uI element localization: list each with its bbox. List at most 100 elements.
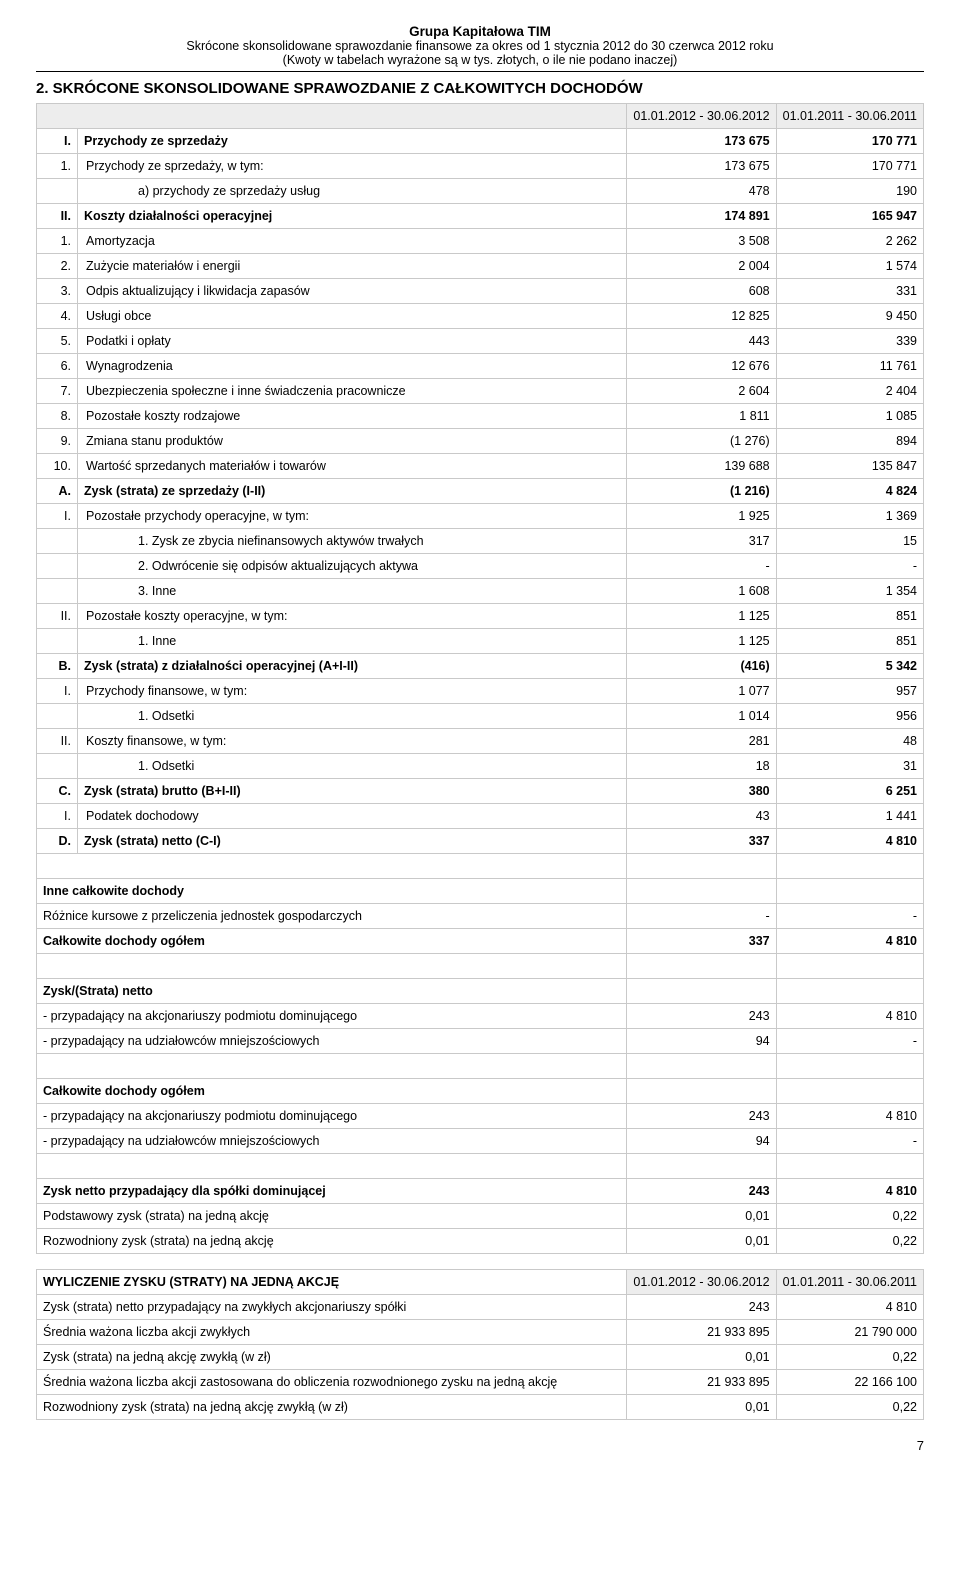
eps-row: Rozwodniony zysk (strata) na jedną akcję… xyxy=(37,1395,924,1420)
row-value-2: 2 404 xyxy=(776,379,923,404)
row-value-2: 2 262 xyxy=(776,229,923,254)
row-value-1: 243 xyxy=(627,1104,776,1129)
table-row: A.Zysk (strata) ze sprzedaży (I-II)(1 21… xyxy=(37,479,924,504)
table-row: - przypadający na akcjonariuszy podmiotu… xyxy=(37,1104,924,1129)
row-index: B. xyxy=(37,654,78,679)
row-value-2: 15 xyxy=(776,529,923,554)
row-value-2: 4 824 xyxy=(776,479,923,504)
row-label: Zysk (strata) z działalności operacyjnej… xyxy=(78,654,627,679)
eps-table: WYLICZENIE ZYSKU (STRATY) NA JEDNĄ AKCJĘ… xyxy=(36,1269,924,1420)
eps-row-label: Zysk (strata) netto przypadający na zwyk… xyxy=(37,1295,627,1320)
row-index: II. xyxy=(37,604,78,629)
row-value-2: 0,22 xyxy=(776,1204,923,1229)
row-value-1: 1 125 xyxy=(627,629,776,654)
row-label: - przypadający na akcjonariuszy podmiotu… xyxy=(37,1004,627,1029)
row-index: I. xyxy=(37,804,78,829)
row-value-2: 1 441 xyxy=(776,804,923,829)
eps-row-value-1: 0,01 xyxy=(627,1395,776,1420)
row-label: Przychody ze sprzedaży xyxy=(78,129,627,154)
table-row: 4.Usługi obce12 8259 450 xyxy=(37,304,924,329)
eps-row-value-1: 21 933 895 xyxy=(627,1320,776,1345)
row-value-2: 4 810 xyxy=(776,1104,923,1129)
row-label: Koszty działalności operacyjnej xyxy=(78,204,627,229)
row-value-2: 851 xyxy=(776,604,923,629)
eps-row-label: Rozwodniony zysk (strata) na jedną akcję… xyxy=(37,1395,627,1420)
page-header: Grupa Kapitałowa TIM Skrócone skonsolido… xyxy=(36,24,924,72)
table-row: 5.Podatki i opłaty443339 xyxy=(37,329,924,354)
row-value-1: 337 xyxy=(627,929,776,954)
row-value-1: 608 xyxy=(627,279,776,304)
header-line3: (Kwoty w tabelach wyrażone są w tys. zło… xyxy=(36,53,924,67)
row-value-2: 11 761 xyxy=(776,354,923,379)
row-value-1: 173 675 xyxy=(627,154,776,179)
row-label: - przypadający na akcjonariuszy podmiotu… xyxy=(37,1104,627,1129)
row-value-2 xyxy=(776,979,923,1004)
row-index: 1. xyxy=(37,229,78,254)
table-row: 1. Zysk ze zbycia niefinansowych aktywów… xyxy=(37,529,924,554)
row-label: Całkowite dochody ogółem xyxy=(37,929,627,954)
row-value-2: 851 xyxy=(776,629,923,654)
eps-row: Średnia ważona liczba akcji zastosowana … xyxy=(37,1370,924,1395)
row-label: Podatek dochodowy xyxy=(78,804,627,829)
eps-row-value-2: 22 166 100 xyxy=(776,1370,923,1395)
row-label: Pozostałe koszty operacyjne, w tym: xyxy=(78,604,627,629)
row-index xyxy=(37,704,78,729)
row-index: I. xyxy=(37,679,78,704)
table-row: 1.Amortyzacja3 5082 262 xyxy=(37,229,924,254)
table-row: II.Koszty działalności operacyjnej174 89… xyxy=(37,204,924,229)
row-value-2: - xyxy=(776,554,923,579)
row-index: 9. xyxy=(37,429,78,454)
row-value-1 xyxy=(627,1079,776,1104)
page-number: 7 xyxy=(36,1438,924,1453)
row-label: Całkowite dochody ogółem xyxy=(37,1079,627,1104)
row-label: 1. Inne xyxy=(78,629,627,654)
row-value-1: 1 811 xyxy=(627,404,776,429)
row-value-2: - xyxy=(776,904,923,929)
row-value-1: 243 xyxy=(627,1004,776,1029)
row-value-1: 478 xyxy=(627,179,776,204)
row-value-1: 94 xyxy=(627,1129,776,1154)
row-label: Koszty finansowe, w tym: xyxy=(78,729,627,754)
eps-row-label: Średnia ważona liczba akcji zastosowana … xyxy=(37,1370,627,1395)
row-value-1: 3 508 xyxy=(627,229,776,254)
row-label: 1. Zysk ze zbycia niefinansowych aktywów… xyxy=(78,529,627,554)
spacer-row xyxy=(37,854,924,879)
row-value-1: 18 xyxy=(627,754,776,779)
income-statement-table: 01.01.2012 - 30.06.2012 01.01.2011 - 30.… xyxy=(36,103,924,1254)
row-index: C. xyxy=(37,779,78,804)
table-row: Inne całkowite dochody xyxy=(37,879,924,904)
row-value-2: 1 369 xyxy=(776,504,923,529)
row-label: Amortyzacja xyxy=(78,229,627,254)
table-row: 9.Zmiana stanu produktów(1 276)894 xyxy=(37,429,924,454)
row-index: II. xyxy=(37,204,78,229)
table-row: 7.Ubezpieczenia społeczne i inne świadcz… xyxy=(37,379,924,404)
row-value-2: 331 xyxy=(776,279,923,304)
table-row: Różnice kursowe z przeliczenia jednostek… xyxy=(37,904,924,929)
row-label: Odpis aktualizujący i likwidacja zapasów xyxy=(78,279,627,304)
row-index xyxy=(37,629,78,654)
row-label: - przypadający na udziałowców mniejszośc… xyxy=(37,1129,627,1154)
col-period-2: 01.01.2011 - 30.06.2011 xyxy=(776,104,923,129)
col-period-1: 01.01.2012 - 30.06.2012 xyxy=(627,104,776,129)
row-index: D. xyxy=(37,829,78,854)
eps-col2: 01.01.2011 - 30.06.2011 xyxy=(776,1270,923,1295)
row-value-1: 43 xyxy=(627,804,776,829)
table-row: Zysk/(Strata) netto xyxy=(37,979,924,1004)
row-value-2: 4 810 xyxy=(776,1179,923,1204)
row-value-2: 9 450 xyxy=(776,304,923,329)
row-label: a) przychody ze sprzedaży usług xyxy=(78,179,627,204)
row-value-1: 337 xyxy=(627,829,776,854)
row-value-1: 2 004 xyxy=(627,254,776,279)
row-index xyxy=(37,554,78,579)
eps-row-value-2: 21 790 000 xyxy=(776,1320,923,1345)
row-value-1: 173 675 xyxy=(627,129,776,154)
row-value-2: 894 xyxy=(776,429,923,454)
eps-row-label: Średnia ważona liczba akcji zwykłych xyxy=(37,1320,627,1345)
row-label: Zużycie materiałów i energii xyxy=(78,254,627,279)
row-label: 3. Inne xyxy=(78,579,627,604)
row-index: 7. xyxy=(37,379,78,404)
table-row: Rozwodniony zysk (strata) na jedną akcję… xyxy=(37,1229,924,1254)
row-value-1: 1 125 xyxy=(627,604,776,629)
row-value-2: 4 810 xyxy=(776,1004,923,1029)
header-line1: Grupa Kapitałowa TIM xyxy=(36,24,924,39)
